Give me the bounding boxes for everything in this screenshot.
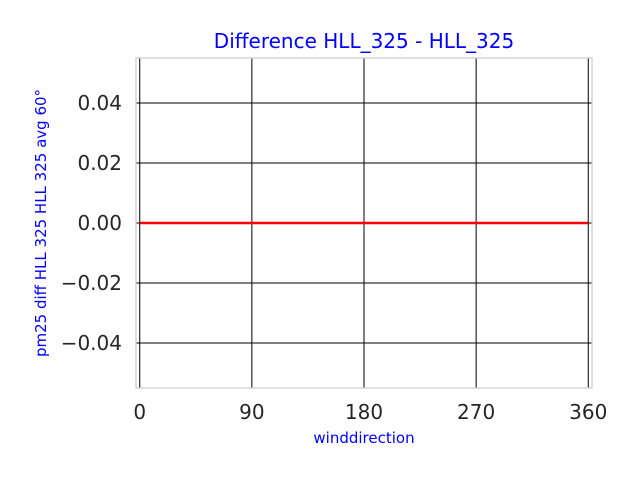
y-tick-label: 0.00 [77, 211, 122, 235]
x-axis-label: winddirection [313, 429, 414, 447]
x-tick-label: 0 [133, 400, 146, 424]
y-axis-label: pm25 diff HLL 325 HLL 325 avg 60° [32, 89, 50, 357]
tick-labels: 0 90 180 270 360 0.04 0.02 0.00 −0.02 −0.04 [61, 91, 608, 424]
x-tick-label: 180 [345, 400, 383, 424]
x-tick-label: 90 [239, 400, 264, 424]
y-tick-label: 0.02 [77, 151, 122, 175]
grid [136, 58, 592, 388]
x-tick-label: 270 [457, 400, 495, 424]
y-tick-label: 0.04 [77, 91, 122, 115]
x-tick-label: 360 [569, 400, 607, 424]
plot-frame [135, 57, 593, 389]
chart-title: Difference HLL_325 - HLL_325 [214, 29, 514, 53]
y-tick-label: −0.04 [61, 331, 122, 355]
y-tick-label: −0.02 [61, 271, 122, 295]
